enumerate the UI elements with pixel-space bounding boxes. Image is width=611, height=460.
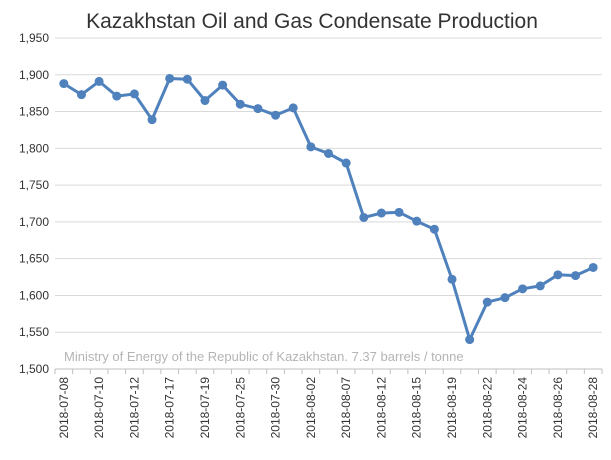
y-tick-label: 1,750 [19, 178, 49, 192]
data-point [571, 271, 581, 281]
y-tick-label: 1,700 [19, 215, 49, 229]
data-point [235, 99, 245, 109]
chart-title: Kazakhstan Oil and Gas Condensate Produc… [86, 10, 538, 33]
data-point [112, 91, 122, 101]
data-point [412, 216, 422, 226]
data-point [535, 281, 545, 291]
data-point [359, 212, 369, 222]
y-tick-label: 1,600 [19, 288, 49, 302]
x-tick-label: 2018-07-10 [92, 377, 106, 439]
data-point [394, 207, 404, 217]
x-tick-label: 2018-08-22 [480, 377, 494, 439]
x-tick-label: 2018-07-19 [198, 377, 212, 439]
x-tick-label: 2018-07-12 [127, 377, 141, 439]
x-tick-label: 2018-07-30 [269, 377, 283, 439]
data-point [429, 224, 439, 234]
x-tick-label: 2018-08-19 [445, 377, 459, 439]
x-axis: 2018-07-08 2018-07-10 2018-07-12 2018-07-17… [54, 368, 603, 439]
data-point [500, 293, 510, 303]
data-point [59, 79, 69, 89]
data-point [94, 76, 104, 86]
data-point [271, 110, 281, 120]
data-point [165, 73, 175, 83]
y-tick-label: 1,950 [19, 31, 49, 45]
data-point [482, 297, 492, 307]
y-tick-label: 1,900 [19, 68, 49, 82]
data-point [588, 262, 598, 272]
data-point [182, 74, 192, 84]
x-tick-label: 2018-07-25 [233, 377, 247, 439]
y-axis: 1,500 1,550 1,600 1,650 1,700 1,750 1,800 1,850… [19, 31, 49, 376]
x-tick-label: 2018-08-15 [410, 377, 424, 439]
x-tick-label: 2018-08-02 [304, 377, 318, 439]
y-tick-label: 1,800 [19, 141, 49, 155]
y-tick-label: 1,850 [19, 105, 49, 119]
x-tick-label: 2018-08-12 [374, 377, 388, 439]
data-point [76, 90, 86, 100]
data-point [553, 270, 563, 280]
data-point [288, 103, 298, 113]
series-line [63, 77, 594, 342]
x-tick-label: 2018-07-08 [57, 377, 71, 439]
data-point [147, 115, 157, 125]
x-tick-label: 2018-08-28 [586, 377, 600, 439]
x-tick-label: 2018-08-26 [551, 377, 565, 439]
data-point [200, 96, 210, 106]
data-point [518, 284, 528, 294]
x-tick-label: 2018-07-17 [163, 377, 177, 439]
data-point [465, 335, 475, 345]
data-point [376, 208, 386, 218]
data-point [306, 142, 316, 152]
data-point [218, 80, 228, 90]
data-point [253, 104, 263, 114]
data-point [129, 89, 139, 99]
data-point [447, 274, 457, 284]
source-note: Ministry of Energy of the Republic of Ka… [64, 349, 464, 364]
y-tick-label: 1,500 [19, 362, 49, 376]
y-tick-label: 1,550 [19, 325, 49, 339]
y-tick-label: 1,650 [19, 252, 49, 266]
data-point [324, 148, 333, 158]
data-point [341, 158, 351, 168]
x-tick-label: 2018-08-07 [339, 377, 353, 439]
x-tick-label: 2018-08-24 [516, 377, 530, 439]
data-series [59, 73, 598, 345]
